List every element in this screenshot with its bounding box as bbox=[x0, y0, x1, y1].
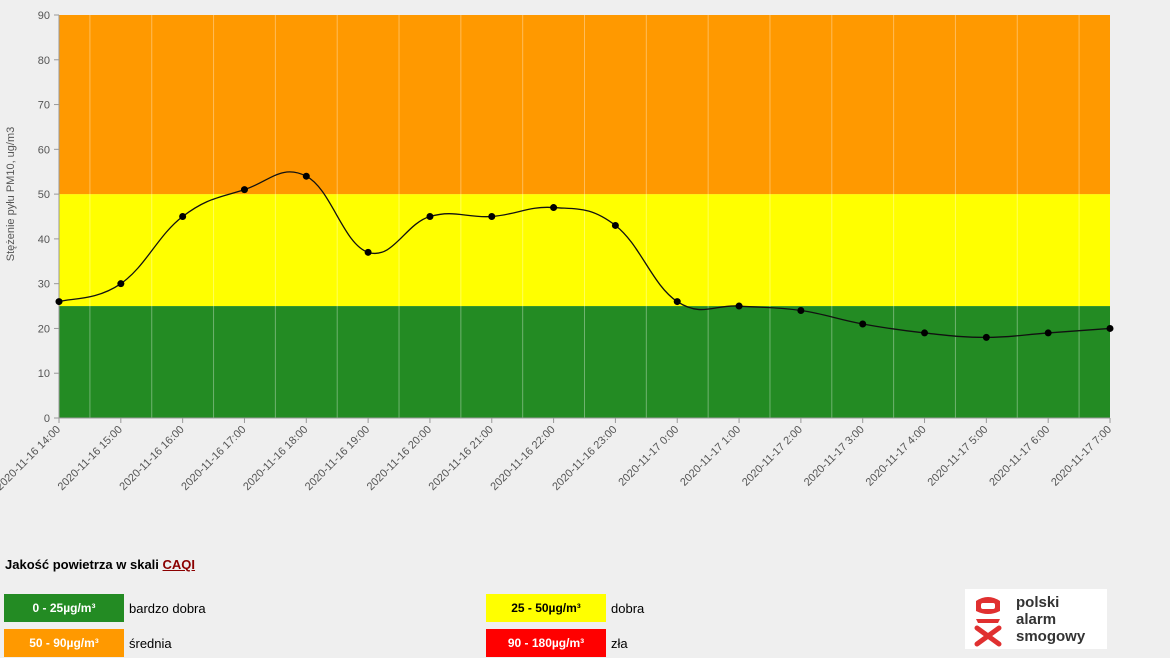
legend-label-bad: zła bbox=[611, 636, 628, 651]
data-point-2 bbox=[179, 213, 187, 220]
logo-line-2: alarm bbox=[1016, 610, 1057, 628]
y-tick-label-70: 70 bbox=[38, 100, 50, 112]
legend-label-good: dobra bbox=[611, 601, 645, 616]
x-tick-label-5: 2020-11-16 19:00 bbox=[303, 424, 372, 493]
legend-swatch-good: 25 - 50µg/m³ bbox=[486, 594, 606, 622]
x-tick-label-14: 2020-11-17 4:00 bbox=[864, 424, 929, 489]
x-tick-label-3: 2020-11-16 17:00 bbox=[179, 424, 248, 493]
y-tick-label-60: 60 bbox=[38, 144, 50, 156]
y-tick-label-30: 30 bbox=[38, 279, 50, 291]
legend-swatch-very-good: 0 - 25µg/m³ bbox=[4, 594, 124, 622]
legend-swatch-bad: 90 - 180µg/m³ bbox=[486, 629, 606, 657]
data-point-11 bbox=[735, 302, 743, 310]
x-tick-label-16: 2020-11-17 6:00 bbox=[987, 424, 1052, 489]
y-tick-labels: 0 10 20 30 40 50 60 70 80 90 bbox=[38, 10, 59, 425]
legend-title-text: Jakość powietrza w skali bbox=[5, 557, 159, 572]
x-tick-label-6: 2020-11-16 20:00 bbox=[365, 424, 434, 493]
data-point-1 bbox=[117, 280, 125, 288]
logo-line-3: smogowy bbox=[1016, 627, 1086, 645]
data-point-7 bbox=[488, 213, 496, 220]
data-point-14 bbox=[921, 329, 929, 337]
data-point-12 bbox=[797, 307, 805, 315]
logo-text: polski alarm smogowy bbox=[1016, 594, 1085, 645]
smog-mask-icon bbox=[974, 597, 1002, 647]
data-point-8 bbox=[550, 204, 558, 212]
polski-alarm-smogowy-logo[interactable]: polski alarm smogowy bbox=[965, 589, 1107, 649]
band-1 bbox=[59, 194, 1110, 307]
x-tick-label-13: 2020-11-17 3:00 bbox=[802, 424, 867, 489]
axes bbox=[58, 15, 1110, 419]
data-point-4 bbox=[302, 172, 310, 180]
data-point-15 bbox=[982, 333, 990, 341]
band-2 bbox=[59, 15, 1110, 195]
data-point-13 bbox=[859, 320, 867, 328]
y-tick-label-10: 10 bbox=[38, 368, 50, 380]
x-tick-label-2: 2020-11-16 16:00 bbox=[117, 424, 186, 493]
data-point-10 bbox=[673, 298, 681, 306]
data-point-6 bbox=[426, 213, 434, 220]
x-tick-label-11: 2020-11-17 1:00 bbox=[678, 424, 743, 489]
band-0 bbox=[59, 306, 1110, 418]
data-point-17 bbox=[1106, 324, 1114, 332]
legend-swatch-moderate: 50 - 90µg/m³ bbox=[4, 629, 124, 657]
y-tick-label-40: 40 bbox=[38, 234, 50, 246]
y-tick-label-90: 90 bbox=[38, 10, 50, 22]
logo-line-1: polski bbox=[1016, 593, 1060, 611]
y-tick-label-0: 0 bbox=[44, 413, 50, 425]
data-point-0 bbox=[55, 298, 63, 306]
data-point-5 bbox=[364, 248, 372, 256]
x-tick-label-12: 2020-11-17 2:00 bbox=[740, 424, 805, 489]
x-tick-label-7: 2020-11-16 21:00 bbox=[427, 424, 496, 493]
data-points bbox=[55, 172, 1114, 341]
x-tick-label-0: 2020-11-16 14:00 bbox=[0, 424, 63, 493]
caqi-link[interactable]: CAQI bbox=[162, 557, 196, 572]
data-point-16 bbox=[1044, 329, 1052, 337]
x-tick-label-15: 2020-11-17 5:00 bbox=[925, 424, 990, 489]
x-tick-label-4: 2020-11-16 18:00 bbox=[241, 424, 310, 493]
y-tick-label-80: 80 bbox=[38, 55, 50, 67]
legend-label-very-good: bardzo dobra bbox=[129, 601, 206, 616]
data-point-3 bbox=[240, 186, 248, 194]
y-tick-label-50: 50 bbox=[38, 189, 50, 201]
legend-title: Jakość powietrza w skali CAQI bbox=[5, 557, 195, 572]
legend-label-moderate: średnia bbox=[129, 636, 172, 651]
data-point-9 bbox=[611, 221, 619, 229]
y-axis-label: Stężenie pyłu PM10, ug/m3 bbox=[5, 127, 17, 262]
x-tick-label-17: 2020-11-17 7:00 bbox=[1049, 424, 1114, 489]
x-tick-label-8: 2020-11-16 22:00 bbox=[488, 424, 557, 493]
x-tick-label-10: 2020-11-17 0:00 bbox=[616, 424, 681, 489]
x-tick-label-1: 2020-11-16 15:00 bbox=[56, 424, 125, 493]
y-tick-label-20: 20 bbox=[38, 323, 50, 335]
quality-bands bbox=[59, 15, 1110, 418]
x-tick-label-9: 2020-11-16 23:00 bbox=[550, 424, 619, 493]
